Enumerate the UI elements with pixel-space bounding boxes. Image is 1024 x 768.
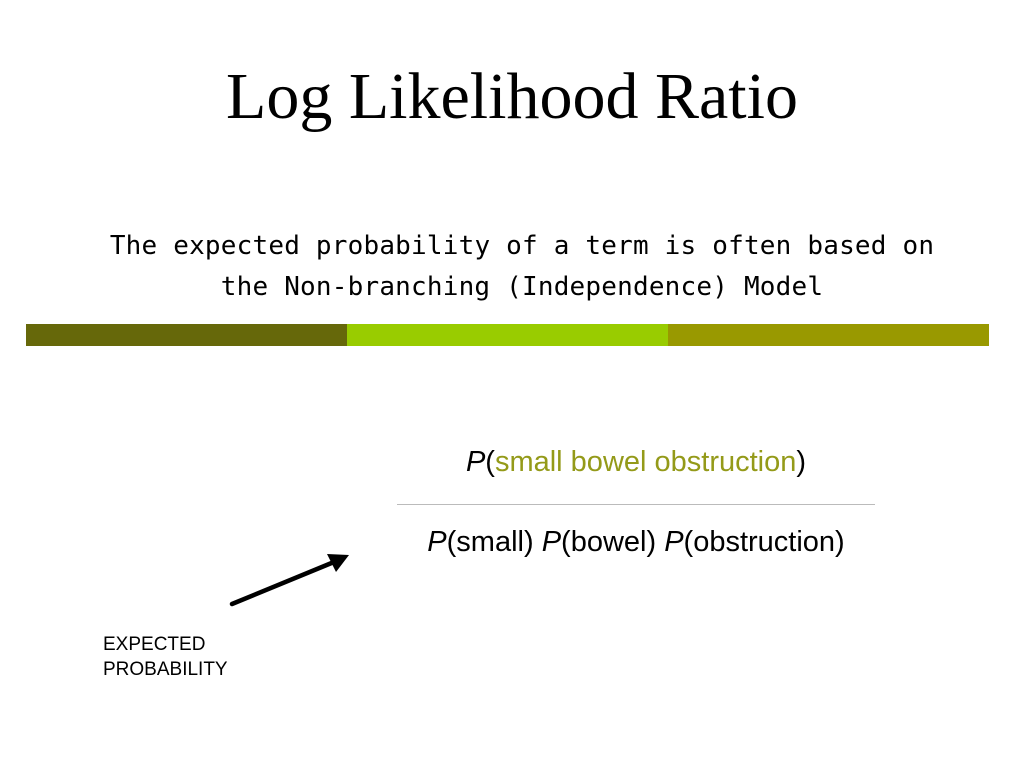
divider-segment-dark-olive — [26, 324, 347, 346]
slide-subtitle: The expected probability of a term is of… — [60, 226, 984, 308]
denominator-arg-3: (obstruction) — [683, 526, 845, 558]
fraction-line — [397, 504, 875, 505]
denominator-arg-1: (small) — [446, 526, 534, 558]
denominator-p-symbol-2: P — [541, 526, 562, 558]
slide-title: Log Likelihood Ratio — [226, 60, 798, 133]
numerator-open-paren: ( — [485, 446, 495, 478]
divider-bar — [26, 324, 989, 346]
arrow-shaft — [229, 559, 337, 607]
numerator-term: small bowel obstruction — [494, 446, 797, 478]
fraction-numerator: P(small bowel obstruction) — [370, 436, 902, 488]
numerator-close-paren: ) — [796, 446, 807, 478]
label-line-2: PROBABILITY — [103, 659, 228, 680]
denominator-p-symbol-1: P — [427, 526, 447, 558]
subtitle-line-1: The expected probability of a term is of… — [109, 231, 935, 261]
fraction-denominator: P(small) P(bowel) P(obstruction) — [370, 516, 902, 568]
divider-segment-olive — [668, 324, 989, 346]
arrow-icon — [229, 554, 349, 607]
label-line-1: EXPECTED — [103, 634, 206, 655]
numerator-p-symbol: P — [465, 446, 486, 478]
expected-probability-label: EXPECTED PROBABILITY — [103, 632, 228, 682]
denominator-p-symbol-3: P — [664, 526, 684, 558]
denominator-arg-2: (bowel) — [561, 526, 657, 558]
subtitle-line-2: the Non-branching (Independence) Model — [220, 272, 824, 302]
arrow-head — [327, 554, 349, 572]
divider-segment-lime — [347, 324, 668, 346]
